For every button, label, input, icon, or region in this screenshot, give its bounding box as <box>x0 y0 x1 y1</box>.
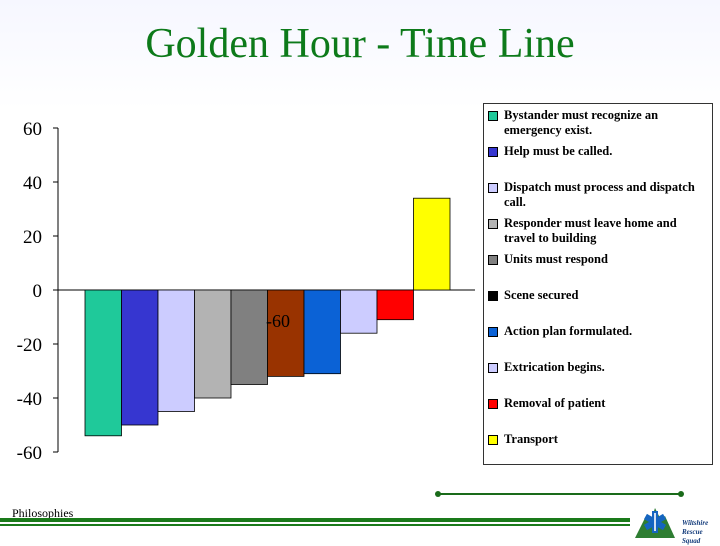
legend-label: Units must respond <box>504 252 608 266</box>
legend-item: Transport <box>488 432 710 447</box>
legend-swatch <box>488 219 498 229</box>
rescue-squad-logo <box>635 508 675 538</box>
legend-label: Responder must leave home and travel to … <box>504 216 677 245</box>
legend-item: Dispatch must process and dispatch call. <box>488 180 710 210</box>
footer-divider-thin <box>0 524 630 526</box>
legend-item: Units must respond <box>488 252 710 267</box>
footer-divider <box>0 518 630 522</box>
bar <box>340 289 378 334</box>
legend-label: Bystander must recognize an emergency ex… <box>504 108 659 137</box>
y-tick-label: 40 <box>23 173 42 194</box>
footer-label: Philosophies <box>12 506 74 520</box>
logo-line-1: Wiltshire <box>682 519 709 527</box>
bar <box>157 289 195 412</box>
bar <box>230 289 268 385</box>
bar-chart: 60 40 20 0 -20 -40 -60 -60 <box>17 119 475 464</box>
y-tick-label: -60 <box>17 443 42 464</box>
legend-item: Responder must leave home and travel to … <box>488 216 710 246</box>
legend-swatch <box>488 111 498 121</box>
legend-label: Help must be called. <box>504 144 613 158</box>
legend-item: Help must be called. <box>488 144 710 159</box>
y-tick-label: 20 <box>23 227 42 248</box>
legend-item: Removal of patient <box>488 396 710 411</box>
legend-label: Removal of patient <box>504 396 606 410</box>
legend-swatch <box>488 435 498 445</box>
legend-label: Transport <box>504 432 558 446</box>
legend-item: Scene secured <box>488 288 710 303</box>
bar <box>303 289 341 375</box>
legend-item: Bystander must recognize an emergency ex… <box>488 108 710 138</box>
chart-legend: Bystander must recognize an emergency ex… <box>483 103 713 465</box>
background-gradient <box>0 0 720 110</box>
bar <box>267 289 305 377</box>
y-tick-label: -20 <box>17 335 42 356</box>
bar <box>413 197 451 291</box>
legend-label: Extrication begins. <box>504 360 605 374</box>
legend-swatch <box>488 291 498 301</box>
legend-swatch <box>488 399 498 409</box>
y-tick-label: 60 <box>23 119 42 140</box>
legend-swatch <box>488 363 498 373</box>
legend-label: Dispatch must process and dispatch call. <box>504 180 695 209</box>
legend-swatch <box>488 183 498 193</box>
logo-line-2: Rescue Squad <box>682 528 703 545</box>
legend-label: Action plan formulated. <box>504 324 633 338</box>
legend-swatch <box>488 327 498 337</box>
bar <box>194 289 232 399</box>
legend-label: Scene secured <box>504 288 579 302</box>
rule-dot-right <box>678 491 684 497</box>
decorative-rule <box>437 493 681 495</box>
y-tick-label: -40 <box>17 389 42 410</box>
legend-item: Extrication begins. <box>488 360 710 375</box>
bar <box>121 289 159 426</box>
legend-item: Action plan formulated. <box>488 324 710 339</box>
logo-text: Wiltshire Rescue Squad <box>682 519 720 546</box>
bar <box>84 289 122 437</box>
y-tick-label: 0 <box>33 281 43 302</box>
chart-annotation: -60 <box>266 311 290 331</box>
rule-dot-left <box>435 491 441 497</box>
legend-swatch <box>488 147 498 157</box>
bar <box>376 289 414 321</box>
legend-swatch <box>488 255 498 265</box>
page-title: Golden Hour - Time Line <box>145 21 575 67</box>
